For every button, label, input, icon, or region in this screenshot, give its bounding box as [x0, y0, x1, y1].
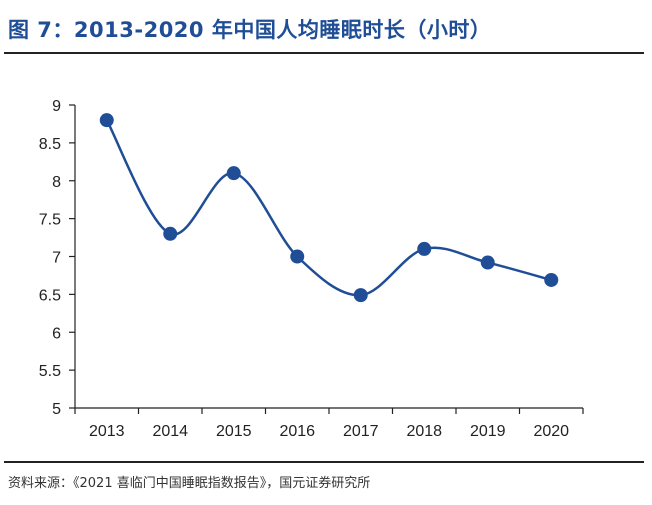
data-point-2017: [353, 288, 368, 303]
data-point-2015: [226, 166, 241, 181]
data-point-2019: [480, 255, 495, 270]
y-tick-label: 8.5: [39, 136, 61, 153]
chart-axes: [69, 104, 584, 414]
bottom-divider: [4, 461, 644, 463]
x-tick-label: 2014: [152, 423, 188, 440]
x-tick-label: 2019: [470, 423, 506, 440]
y-tick-labels: 5 5.5 6 6.5 7 7.5 8 8.5 9: [39, 98, 61, 418]
y-tick-label: 7.5: [39, 212, 61, 229]
series-line: [105, 119, 552, 297]
data-point-2020: [544, 272, 559, 287]
y-tick-label: 5: [52, 401, 61, 418]
data-point-2016: [290, 249, 305, 264]
y-tick-label: 7: [52, 250, 61, 267]
x-tick-label: 2018: [406, 423, 442, 440]
chart-title: 图 7：2013-2020 年中国人均睡眠时长（小时）: [8, 18, 492, 42]
y-tick-label: 5.5: [39, 363, 61, 380]
series-markers: [99, 113, 559, 303]
x-tick-labels: 2013 2014 2015 2016 2017 2018 2019 2020: [89, 423, 569, 440]
y-tick-label: 9: [52, 98, 61, 115]
y-tick-label: 6: [52, 325, 61, 342]
source-note: 资料来源：《2021 喜临门中国睡眠指数报告》，国元证券研究所: [8, 476, 371, 491]
data-point-2018: [417, 241, 432, 256]
data-point-2014: [163, 226, 178, 241]
x-tick-label: 2015: [216, 423, 252, 440]
x-tick-label: 2017: [343, 423, 379, 440]
x-tick-label: 2016: [279, 423, 315, 440]
x-tick-label: 2020: [533, 423, 569, 440]
y-tick-label: 6.5: [39, 287, 61, 304]
data-point-2013: [99, 113, 114, 128]
top-divider: [4, 52, 644, 54]
x-tick-label: 2013: [89, 423, 125, 440]
y-tick-label: 8: [52, 174, 61, 191]
